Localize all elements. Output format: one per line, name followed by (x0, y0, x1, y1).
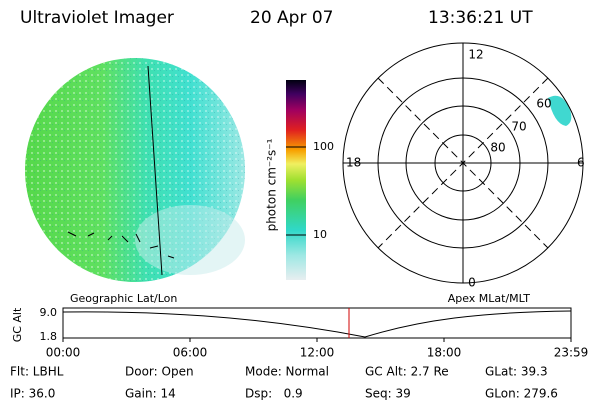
colorbar: 100 10 photon cm⁻²s⁻¹ (265, 80, 334, 280)
altitude-plot (62, 307, 572, 339)
polar-plot (342, 42, 584, 284)
mlt-label: 6 (577, 156, 585, 170)
x-tick-label: 06:00 (173, 346, 208, 360)
info-field: Mode: Normal (245, 365, 329, 379)
info-field: Flt: LBHL (10, 365, 64, 379)
mlt-label: 18 (346, 156, 361, 170)
info-field: Seq: 39 (365, 387, 411, 400)
mlt-label: 12 (468, 48, 483, 62)
info-field: Door: Open (125, 365, 194, 379)
info-field: Dsp: 0.9 (245, 387, 303, 400)
mlt-label: 0 (468, 276, 476, 290)
x-tick-label: 18:00 (427, 346, 462, 360)
right-title: Apex MLat/MLT (448, 292, 531, 305)
instrument: Ultraviolet Imager (20, 8, 174, 28)
info-field: Gain: 14 (125, 387, 176, 400)
uv-image (25, 58, 245, 282)
y-tick-label: 9.0 (40, 306, 58, 319)
left-title: Geographic Lat/Lon (70, 292, 177, 305)
info-field: GC Alt: 2.7 Re (365, 365, 449, 379)
info-field: GLon: 279.6 (485, 387, 558, 400)
mlat-label: 70 (511, 120, 526, 134)
time: 13:36:21 UT (428, 8, 533, 28)
x-tick-label: 12:00 (300, 346, 335, 360)
colorbar-tick-label: 100 (313, 140, 334, 153)
y-tick-label: 1.8 (40, 330, 58, 343)
info-field: GLat: 39.3 (485, 365, 548, 379)
colorbar-label: photon cm⁻²s⁻¹ (265, 138, 279, 231)
date: 20 Apr 07 (250, 8, 333, 28)
x-tick-label: 23:59 (554, 346, 589, 360)
colorbar-tick-label: 10 (313, 228, 327, 241)
info-field: IP: 36.0 (10, 387, 55, 400)
y-label: GC Alt (11, 307, 24, 342)
mlat-label: 60 (536, 97, 551, 111)
mlat-label: 80 (490, 141, 505, 155)
x-tick-label: 00:00 (46, 346, 81, 360)
